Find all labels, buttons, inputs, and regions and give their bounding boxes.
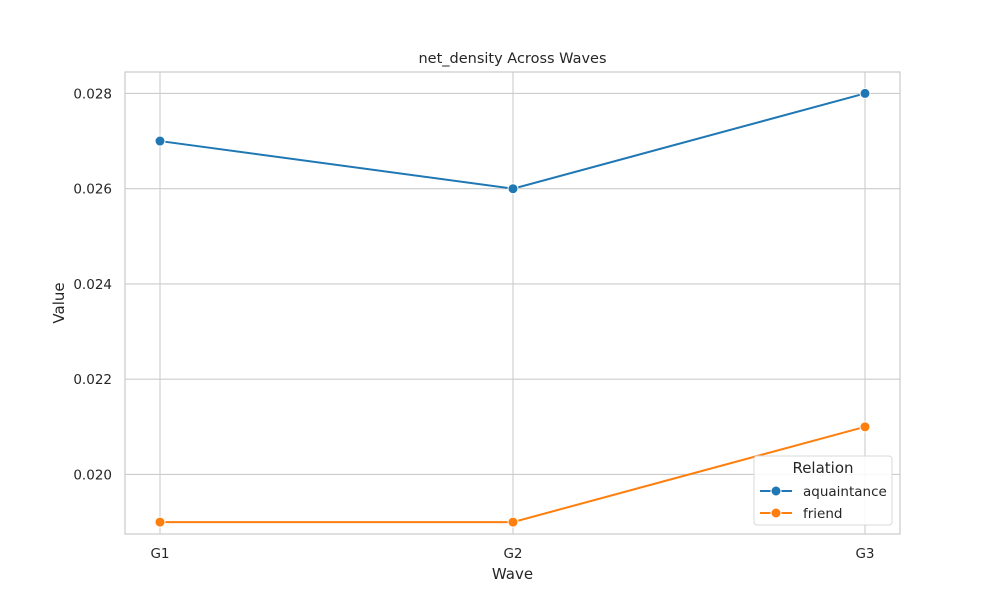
legend-box (753, 455, 893, 526)
tick-layer: G1 G2 G3 0.020 0.022 0.024 0.026 0.028 (73, 86, 874, 562)
data-point (154, 516, 166, 528)
legend-entry: aquaintance (760, 484, 887, 500)
data-point (859, 421, 871, 433)
x-tick-label: G3 (855, 546, 874, 562)
x-tick-label: G2 (503, 546, 522, 562)
series-layer (154, 87, 871, 528)
legend-title: Relation (792, 459, 853, 477)
legend-entries: aquaintance friend (760, 484, 887, 522)
legend-label: aquaintance (803, 484, 887, 500)
y-tick-label: 0.026 (73, 182, 112, 198)
data-point (507, 516, 519, 528)
x-tick-label: G1 (150, 546, 169, 562)
y-tick-label: 0.028 (73, 86, 112, 102)
data-point (507, 183, 519, 195)
series-aquaintance (154, 87, 871, 195)
legend-marker (770, 485, 782, 497)
y-tick-label: 0.022 (73, 372, 112, 388)
legend: Relation aquaintance friend (753, 455, 893, 526)
y-tick-label: 0.024 (73, 277, 112, 293)
legend-marker (770, 507, 782, 519)
y-axis-label: Value (50, 282, 68, 323)
y-tick-label: 0.020 (73, 467, 112, 483)
plot-frame (124, 71, 901, 535)
legend-label: friend (803, 506, 843, 522)
data-point (154, 135, 166, 147)
series-friend (154, 421, 871, 528)
x-axis-label: Wave (492, 565, 533, 583)
chart-title: net_density Across Waves (418, 51, 606, 67)
data-point (859, 87, 871, 99)
legend-entry: friend (760, 506, 843, 522)
